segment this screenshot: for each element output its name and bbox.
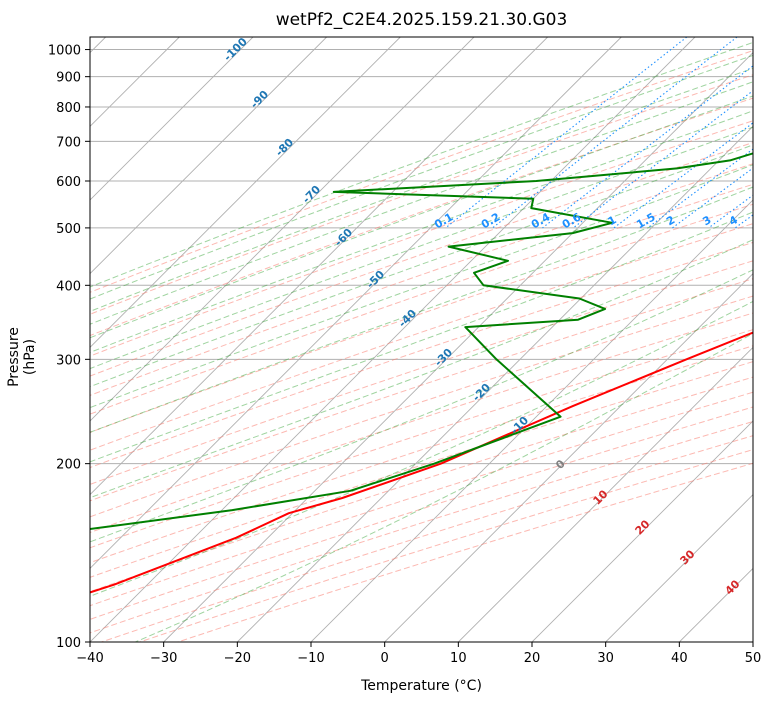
- moist-adiabat: [90, 186, 753, 433]
- dry-adiabat: [90, 203, 753, 433]
- y-tick-label: 300: [56, 353, 81, 368]
- mixing-ratio-label: 6: [766, 213, 775, 228]
- dry-adiabat: [90, 376, 753, 593]
- dry-adiabat: [90, 391, 753, 607]
- moist-adiabat: [90, 95, 753, 339]
- x-tick-label: 10: [450, 651, 467, 666]
- x-tick-label: −40: [76, 651, 103, 666]
- dry-adiabat: [90, 183, 753, 415]
- plot-frame: [89, 36, 754, 643]
- axes: −40 −30 −20 −10 0 10 20 30 40 50 1000 900 800 700 600 5…: [48, 44, 761, 666]
- x-tick-label: −20: [224, 651, 251, 666]
- x-tick-label: 30: [597, 651, 614, 666]
- dry-adiabat: [90, 74, 753, 315]
- isotherm-line: [90, 37, 475, 422]
- mixing-ratio-line: [492, 37, 738, 229]
- isotherm-line: [90, 37, 254, 201]
- isotherm-line: [90, 37, 401, 348]
- moist-adiabat: [90, 126, 753, 370]
- isotherm-line: [237, 125, 753, 642]
- moist-adiabat: [90, 300, 753, 597]
- dry-adiabat: [90, 241, 753, 469]
- y-tick-label: 500: [56, 222, 81, 237]
- moist-adiabat: [90, 67, 753, 312]
- y-tick-label: 200: [56, 458, 81, 473]
- moist-adiabat: [90, 211, 753, 463]
- dry-adiabat: [90, 163, 753, 396]
- profile-series: [90, 152, 753, 594]
- isotherm-line: [90, 37, 548, 496]
- y-axis-label: Pressure (hPa): [6, 327, 38, 387]
- dry-adiabat: [90, 329, 753, 549]
- dry-adiabat: [90, 278, 753, 502]
- moist-adiabat: [90, 81, 753, 325]
- isotherm-line: [90, 37, 696, 642]
- moist-adiabat: [90, 269, 753, 543]
- x-axis-label: Temperature (°C): [361, 678, 482, 694]
- mixing-ratio-line: [542, 65, 753, 229]
- isotherm-line: [90, 37, 622, 569]
- isotherm-line: [531, 420, 753, 642]
- moist-adiabat: [90, 110, 753, 353]
- chart-title: wetPf2_C2E4.2025.159.21.30.G03: [275, 10, 568, 30]
- isotherm-line: [458, 346, 753, 642]
- x-tick-label: 50: [745, 651, 762, 666]
- y-tick-label: 700: [56, 135, 81, 150]
- dry-adiabat: [90, 97, 753, 337]
- isotherm-line: [163, 52, 753, 642]
- mixing-ratio-line: [672, 167, 753, 229]
- moist-adiabat: [90, 54, 753, 300]
- temperature-profile-line: [90, 331, 753, 594]
- x-tick-label: 20: [524, 651, 541, 666]
- background-lines: [90, 37, 753, 642]
- x-tick-label: −10: [297, 651, 324, 666]
- y-tick-label: 800: [56, 101, 81, 116]
- moist-adiabat: [135, 332, 753, 642]
- dry-adiabat: [90, 345, 753, 564]
- isotherm-line: [90, 37, 327, 275]
- y-tick-label: 600: [56, 175, 81, 190]
- mixing-ratio-line: [572, 90, 753, 229]
- y-tick-label: 900: [56, 71, 81, 86]
- x-tick-label: 40: [671, 651, 688, 666]
- x-tick-label: −30: [150, 651, 177, 666]
- plot-area: [90, 37, 753, 642]
- moist-adiabat: [90, 164, 753, 409]
- isotherm-line: [384, 273, 753, 642]
- dry-adiabat: [90, 142, 753, 377]
- y-tick-label: 1000: [48, 44, 81, 59]
- y-tick-label: 400: [56, 279, 81, 294]
- x-tick-label: 0: [381, 651, 389, 666]
- y-tick-label: 100: [56, 636, 81, 651]
- dewpoint-profile-line: [90, 152, 753, 531]
- isotherm-line: [752, 641, 753, 642]
- isotherm-line: [605, 494, 753, 642]
- dry-adiabat: [90, 295, 753, 518]
- dry-adiabat: [90, 260, 753, 485]
